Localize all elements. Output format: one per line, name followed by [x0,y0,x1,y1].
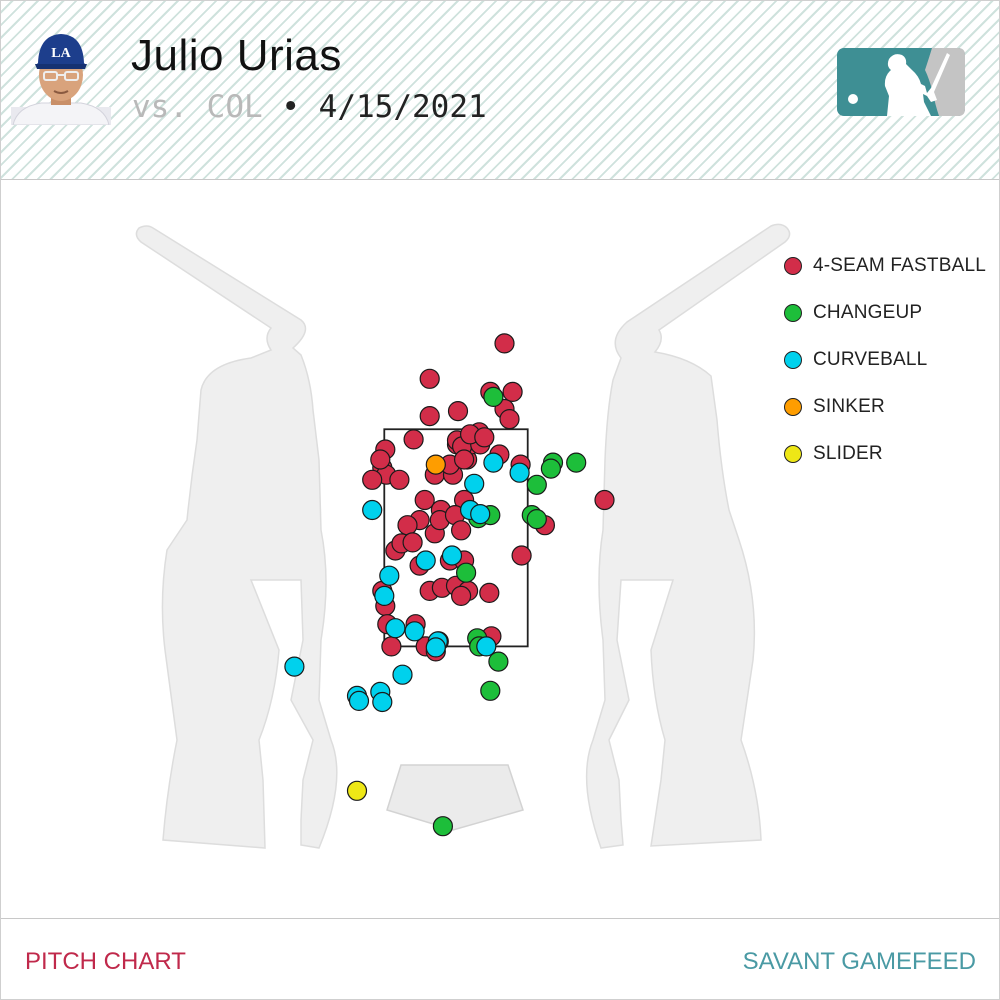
pitch-point-curveball-3[interactable] [362,499,383,521]
legend-dot-changeup [784,304,802,322]
legend-dot-curveball [784,351,802,369]
pitch-point-curveball-8[interactable] [415,550,436,571]
pitch-point-slider-0[interactable] [346,780,368,801]
legend-dot-fastball [784,257,802,275]
batter-silhouettes [135,223,791,849]
home-plate [386,764,524,831]
pitch-point-4-seam-fastball-6[interactable] [499,409,520,430]
pitch-point-changeup-6[interactable] [526,509,547,530]
pitch-point-curveball-2[interactable] [464,473,485,494]
pitch-point-4-seam-fastball-11[interactable] [362,469,383,490]
legend-label-changeup: CHANGEUP [813,302,923,323]
pitch-point-curveball-0[interactable] [483,452,504,473]
pitch-point-4-seam-fastball-56[interactable] [511,545,532,566]
pitch-point-4-seam-fastball-60[interactable] [502,381,523,402]
svg-text:LA: LA [51,46,71,61]
footer-savant-gamefeed-label: SAVANT GAMEFEED [742,948,976,975]
pitch-point-curveball-19[interactable] [348,690,370,712]
pitch-point-changeup-14[interactable] [432,816,453,837]
pitch-point-4-seam-fastball-3[interactable] [419,406,440,427]
pitch-point-curveball-6[interactable] [441,545,463,566]
legend-dot-slider [784,445,802,463]
pitch-point-4-seam-fastball-46[interactable] [451,585,472,606]
player-headshot: LA [11,23,111,125]
pitch-chart [1,180,999,923]
legend-label-sinker: SINKER [813,396,885,417]
pitch-point-4-seam-fastball-14[interactable] [403,429,424,450]
strike-zone [383,428,529,648]
pitch-point-4-seam-fastball-47[interactable] [479,582,500,603]
pitch-point-4-seam-fastball-61[interactable] [447,401,469,422]
header: LA Julio Urias vs. COL • 4/15/2021 [1,1,999,180]
pitch-point-curveball-7[interactable] [379,565,400,586]
pitch-point-changeup-0[interactable] [483,386,504,407]
player-name: Julio Urias [131,31,342,80]
game-date: 4/15/2021 [318,89,487,125]
mlb-logo-icon [837,48,965,116]
pitch-point-curveball-1[interactable] [509,462,530,483]
pitch-point-4-seam-fastball-58[interactable] [594,489,615,511]
legend-dot-sinker [784,398,802,416]
pitch-point-changeup-13[interactable] [480,680,501,701]
pitch-point-4-seam-fastball-13[interactable] [370,449,391,470]
pitch-point-4-seam-fastball-55[interactable] [381,636,402,657]
pitch-point-changeup-3[interactable] [526,474,547,495]
pitch-point-curveball-20[interactable] [372,691,393,713]
separator-dot: • [281,89,300,125]
pitch-point-4-seam-fastball-38[interactable] [402,532,423,553]
legend-label-fastball: 4-SEAM FASTBALL [813,255,987,276]
pitch-point-curveball-15[interactable] [392,664,413,685]
legend-label-slider: SLIDER [813,443,883,464]
pitch-point-curveball-5[interactable] [470,504,491,525]
pitch-points [284,333,615,837]
pitch-point-sinker-0[interactable] [425,454,446,475]
pitch-point-changeup-2[interactable] [540,458,562,479]
legend-label-curveball: CURVEBALL [813,349,928,370]
pitch-point-curveball-9[interactable] [374,585,395,606]
pitch-point-4-seam-fastball-0[interactable] [494,333,515,354]
game-info: vs. COL • 4/15/2021 [132,89,487,125]
pitch-point-4-seam-fastball-28[interactable] [414,489,435,511]
pitch-point-4-seam-fastball-31[interactable] [397,515,418,536]
pitch-point-curveball-14[interactable] [476,636,497,657]
pitch-point-4-seam-fastball-2[interactable] [419,368,440,389]
opponent-label: vs. COL [132,89,263,125]
pitch-point-4-seam-fastball-35[interactable] [451,520,472,541]
pitch-point-curveball-11[interactable] [404,621,425,642]
footer-divider [1,918,999,919]
pitch-point-curveball-10[interactable] [385,618,406,639]
left-batter-silhouette [135,225,338,849]
pitch-point-changeup-9[interactable] [456,562,477,583]
pitch-point-4-seam-fastball-24[interactable] [454,449,475,470]
pitch-point-4-seam-fastball-12[interactable] [389,469,410,490]
pitch-point-curveball-13[interactable] [425,637,446,658]
pitch-point-changeup-4[interactable] [566,452,587,473]
right-batter-silhouette [585,223,791,849]
pitch-point-curveball-17[interactable] [284,656,305,677]
footer-pitch-chart-label: PITCH CHART [25,948,186,975]
pitch-point-4-seam-fastball-25[interactable] [474,427,495,448]
pitch-point-changeup-12[interactable] [488,651,509,672]
